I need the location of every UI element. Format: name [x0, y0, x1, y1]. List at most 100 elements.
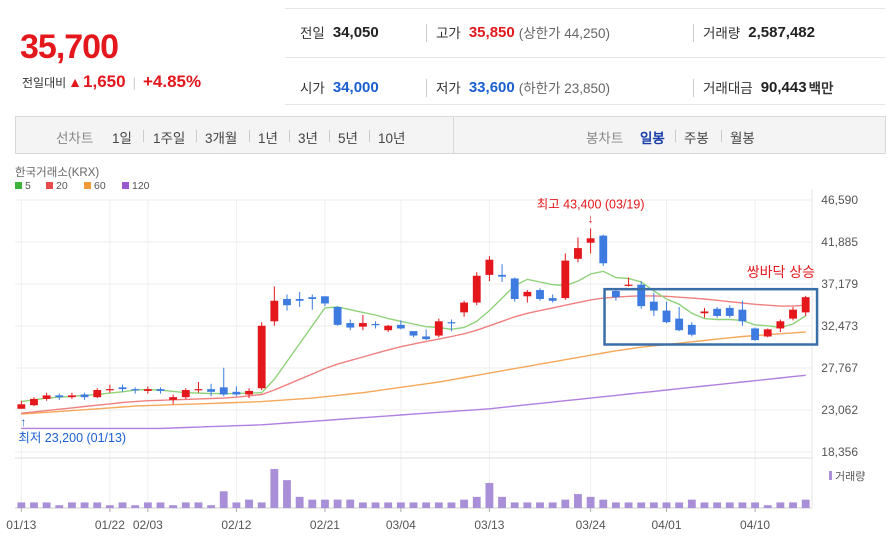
- stat-low: 저가 33,600 (하한가 23,850): [436, 77, 610, 97]
- candle-body: [207, 389, 216, 392]
- candle-body: [434, 321, 443, 336]
- stat-label: 전일: [300, 26, 325, 41]
- stat-label: 시가: [300, 81, 325, 96]
- tab-3y[interactable]: 3년: [298, 131, 318, 146]
- volume-bar: [118, 502, 127, 508]
- legend-label: 5: [25, 180, 31, 192]
- stock-chart[interactable]: 한국거래소(KRX)5 20 60 120 46,590 41,885 37,179 32,4…: [0, 160, 890, 547]
- candle-body: [460, 302, 469, 313]
- tab-separator: [289, 130, 290, 142]
- candle-body: [561, 260, 570, 299]
- source-label: 한국거래소(KRX): [15, 166, 99, 179]
- stat-label: 거래대금: [703, 81, 753, 96]
- volume-bar: [156, 502, 165, 508]
- volume-bar: [409, 502, 418, 508]
- candle-body: [586, 238, 595, 243]
- candle-body: [725, 307, 734, 316]
- low-annotation: 최저 23,200 (01/13): [18, 431, 126, 445]
- candle-body: [232, 391, 241, 395]
- stats-top-border: [285, 8, 885, 9]
- volume-bar: [776, 502, 785, 508]
- candle-body: [143, 389, 152, 391]
- candle-body: [371, 323, 380, 326]
- candle-body: [80, 394, 89, 398]
- candle-body: [472, 275, 481, 303]
- tab-1y[interactable]: 1년: [258, 131, 278, 146]
- volume-bar: [789, 502, 797, 508]
- change-value: 1,650: [83, 72, 126, 91]
- volume-bar: [295, 496, 304, 508]
- y-tick-label: 18,356: [821, 445, 858, 459]
- stat-label: 고가: [436, 26, 461, 41]
- volume-bar: [523, 502, 532, 508]
- x-tick-label: 03/13: [474, 518, 504, 532]
- volume-bar: [460, 499, 469, 508]
- tab-3m[interactable]: 3개월: [205, 131, 238, 146]
- line-chart-label: 선차트: [56, 131, 94, 146]
- candle-body: [637, 284, 646, 307]
- volume-bar: [207, 505, 216, 508]
- tab-monthly[interactable]: 월봉: [730, 131, 755, 146]
- tab-separator: [721, 130, 722, 142]
- x-tick-label: 01/13: [6, 518, 36, 532]
- candle-body: [308, 297, 317, 299]
- x-tick-label: 03/24: [576, 518, 606, 532]
- volume-bar: [472, 496, 481, 508]
- y-tick-label: 46,590: [821, 193, 858, 207]
- candle-body: [358, 323, 367, 327]
- tab-5y[interactable]: 5년: [338, 131, 358, 146]
- volume-bar: [637, 502, 646, 508]
- stat-prev-close: 전일 34,050: [300, 22, 379, 42]
- candle-body: [257, 325, 266, 389]
- current-price: 35,700: [20, 28, 119, 66]
- volume-bar: [738, 502, 747, 508]
- pattern-annotation: 쌍바닥 상승: [747, 264, 815, 280]
- stat-value: 2,587,482: [748, 23, 815, 41]
- candle-body: [447, 322, 456, 324]
- candle-body: [510, 278, 519, 299]
- volume-bar: [55, 505, 64, 508]
- volume-bar: [143, 502, 152, 508]
- high-annotation: 최고 43,400 (03/19): [537, 197, 645, 211]
- candle-body: [763, 329, 772, 337]
- tab-separator: [196, 130, 197, 142]
- tab-separator: [249, 130, 250, 142]
- volume-bar: [219, 491, 228, 508]
- tab-group-divider: [453, 117, 454, 153]
- candle-body: [536, 290, 544, 299]
- volume-bar: [801, 499, 810, 508]
- volume-bar: [574, 494, 582, 508]
- tab-10y[interactable]: 10년: [378, 131, 406, 146]
- divider: [693, 79, 694, 97]
- candle-body: [675, 318, 684, 331]
- candle-body: [523, 291, 532, 297]
- volume-bar: [662, 502, 671, 508]
- volume-bar: [751, 502, 759, 508]
- tab-1d[interactable]: 1일: [112, 131, 132, 146]
- legend-label: 60: [94, 180, 106, 192]
- volume-bar: [586, 496, 595, 508]
- volume-bar: [17, 502, 26, 508]
- ma120-line: [21, 374, 806, 430]
- candle-body: [687, 324, 696, 335]
- volume-bar: [396, 502, 405, 508]
- change-row: 전일대비 ▲ 1,650 | +4.85%: [22, 72, 201, 92]
- volume-bar: [308, 499, 317, 508]
- y-tick-label: 32,473: [821, 319, 858, 333]
- candle-body: [42, 395, 51, 399]
- candle-body: [548, 298, 557, 301]
- volume-bar: [675, 502, 684, 508]
- tab-daily[interactable]: 일봉: [640, 131, 665, 146]
- legend-swatch: [122, 182, 129, 189]
- tab-weekly[interactable]: 주봉: [684, 131, 709, 146]
- candle-body: [624, 284, 633, 286]
- volume-bar: [333, 499, 342, 508]
- candle-body: [219, 387, 228, 395]
- volume-bar: [245, 499, 253, 508]
- volume-bar: [725, 502, 734, 508]
- volume-bar: [548, 502, 557, 508]
- tab-1w[interactable]: 1주일: [153, 131, 186, 146]
- candle-body: [346, 323, 355, 328]
- candle-chart-label: 봉차트: [586, 131, 624, 146]
- volume-bar: [649, 502, 658, 508]
